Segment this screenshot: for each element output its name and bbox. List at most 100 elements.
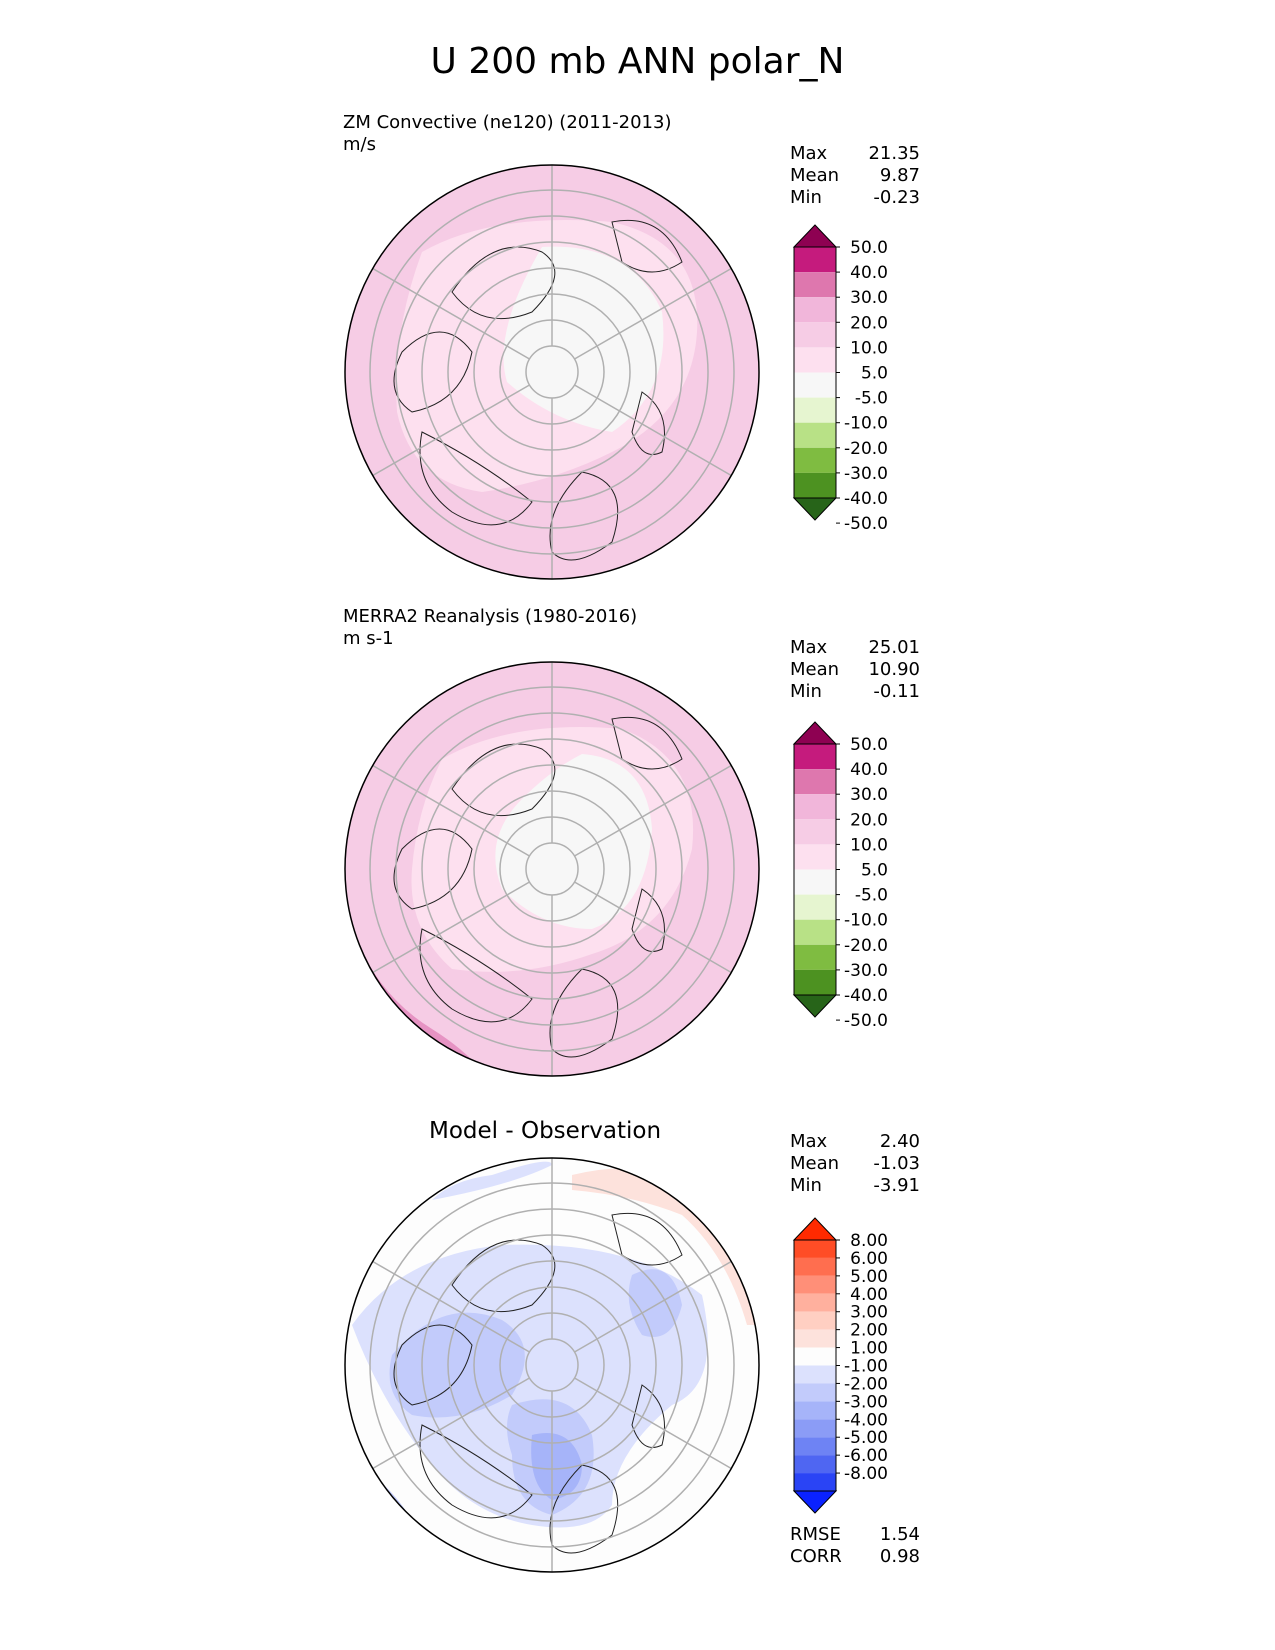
- colorbar-swatch: [794, 1455, 836, 1474]
- colorbar-swatch: [794, 1347, 836, 1366]
- coastline: [451, 246, 556, 320]
- panel-difference-title: Model - Observation: [429, 1118, 662, 1144]
- stat-min-label: Min: [790, 187, 822, 208]
- colorbar-tick-label: 30.0: [850, 785, 888, 805]
- colorbar-tick-label: 5.0: [861, 861, 888, 881]
- stat-min-value: -0.23: [873, 187, 920, 208]
- field-region: [628, 1269, 682, 1337]
- colorbar-tick-label: -50.0: [844, 514, 888, 534]
- colorbar-swatch: [794, 1419, 836, 1438]
- longitude-line: [372, 881, 530, 974]
- colorbar-tick-label: -4.00: [844, 1410, 888, 1430]
- colorbar-tick-label: -40.0: [844, 489, 888, 509]
- colorbar-swatch: [794, 272, 836, 298]
- colorbar-swatch: [794, 397, 836, 423]
- longitude-line: [574, 881, 732, 974]
- stat-max-label: Max: [790, 637, 828, 658]
- figure-title: U 200 mb ANN polar_N: [430, 41, 845, 82]
- field-region: [495, 754, 652, 929]
- stat-max-value: 2.40: [879, 1131, 920, 1152]
- colorbar-tick-label: 6.00: [850, 1249, 888, 1269]
- colorbar-reference: 50.0 40.0 30.0 20.0 10.0 5.0 -5.0 -10.0 -20.0 -30…: [792, 721, 888, 1031]
- colorbar-tick-label: -1.00: [844, 1357, 888, 1377]
- longitude-line: [574, 1260, 732, 1353]
- colorbar-tick-label: -5.00: [844, 1428, 888, 1448]
- coastline: [611, 1212, 683, 1266]
- coastline: [549, 968, 619, 1058]
- colorbar-tick-label: 10.0: [850, 835, 888, 855]
- colorbar-tick-label: 8.00: [850, 1231, 888, 1251]
- colorbar-swatch: [794, 1401, 836, 1420]
- stat-max-label: Max: [790, 1131, 828, 1152]
- stat-mean-label: Mean: [790, 659, 840, 680]
- colorbar-extend-min: [792, 994, 838, 1018]
- field-region: [389, 1312, 525, 1418]
- colorbar-tick-label: -50.0: [844, 1011, 888, 1031]
- map-field-test: [345, 165, 759, 579]
- colorbar-swatch: [794, 1311, 836, 1330]
- coastline: [549, 1464, 619, 1554]
- colorbar-swatch: [794, 1275, 836, 1294]
- colorbar-test: 50.0 40.0 30.0 20.0 10.0 5.0 -5.0 -10.0 -20.0 -30…: [792, 224, 888, 534]
- colorbar-swatch: [794, 1383, 836, 1402]
- colorbar-swatch: [794, 894, 836, 920]
- stat-mean-value: 10.90: [868, 659, 920, 680]
- map-boundary: [344, 1157, 760, 1573]
- colorbar-tick-label: 10.0: [850, 338, 888, 358]
- colorbar-tick-label: -30.0: [844, 961, 888, 981]
- colorbar-tick-label: 40.0: [850, 263, 888, 283]
- colorbar-swatch: [794, 769, 836, 795]
- colorbar-swatch: [794, 1293, 836, 1312]
- coastline: [611, 219, 683, 273]
- colorbar-tick-label: 50.0: [850, 238, 888, 258]
- colorbar-extend-min: [792, 1490, 838, 1514]
- map-field-reference: [345, 662, 759, 1076]
- colorbar-swatch: [794, 422, 836, 448]
- stat-min-label: Min: [790, 681, 822, 702]
- colorbar-swatch: [794, 322, 836, 348]
- stat-min-value: -0.11: [873, 681, 920, 702]
- stat-mean-label: Mean: [790, 1153, 840, 1174]
- colorbar-tick-label: -20.0: [844, 936, 888, 956]
- coastline: [393, 828, 473, 910]
- colorbar-tick-label: -10.0: [844, 414, 888, 434]
- colorbar-tick-label: -6.00: [844, 1446, 888, 1466]
- colorbar-tick-label: -5.0: [855, 886, 888, 906]
- stat-max-value: 25.01: [868, 637, 920, 658]
- colorbar-swatch: [794, 919, 836, 945]
- coastline: [549, 471, 619, 561]
- colorbar-tick-label: 3.00: [850, 1303, 888, 1323]
- colorbar-swatch: [794, 1473, 836, 1491]
- longitude-line: [574, 384, 732, 477]
- longitude-line: [372, 1260, 530, 1353]
- coastline: [451, 1239, 556, 1313]
- stat-mean-label: Mean: [790, 165, 840, 186]
- field-region: [531, 1433, 582, 1500]
- coastline: [419, 928, 533, 1023]
- field-region: [352, 1244, 708, 1528]
- colorbar-tick-label: 5.00: [850, 1267, 888, 1287]
- colorbar-tick-label: 1.00: [850, 1339, 888, 1359]
- stat-max-value: 21.35: [868, 143, 920, 164]
- map-boundary: [344, 164, 760, 580]
- longitude-line: [574, 1377, 732, 1470]
- panel-test-title: ZM Convective (ne120) (2011-2013): [343, 112, 672, 133]
- colorbar-tick-label: -5.0: [855, 389, 888, 409]
- coastline: [631, 888, 665, 952]
- longitude-line: [372, 1377, 530, 1470]
- polar-map-test: [344, 164, 760, 580]
- stat-mean-value: 9.87: [879, 165, 920, 186]
- colorbar-tick-label: 50.0: [850, 735, 888, 755]
- panel-reference-title: MERRA2 Reanalysis (1980-2016): [343, 606, 638, 627]
- coastline: [419, 431, 533, 526]
- coastline: [451, 743, 556, 817]
- colorbar-swatch: [794, 794, 836, 820]
- colorbar-extend-max: [792, 1217, 838, 1241]
- coastline: [631, 1384, 665, 1448]
- colorbar-tick-label: -8.00: [844, 1464, 888, 1484]
- field-region: [432, 1161, 552, 1200]
- colorbar-tick-label: -10.0: [844, 911, 888, 931]
- colorbar-swatch: [794, 472, 836, 498]
- colorbar-extend-max: [792, 224, 838, 248]
- panel-reference-stats: Max 25.01 Mean 10.90 Min -0.11: [790, 637, 920, 703]
